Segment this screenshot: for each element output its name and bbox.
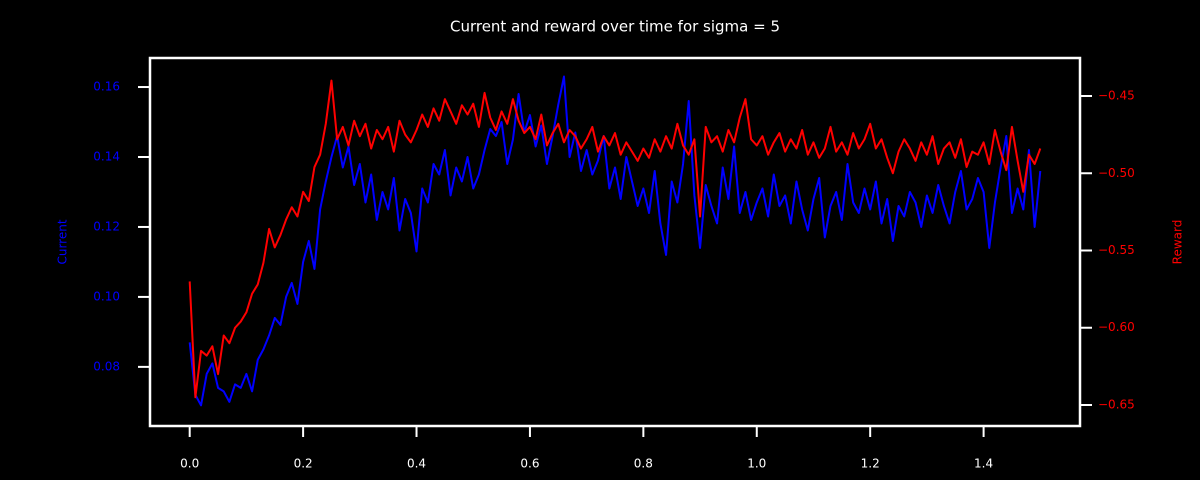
x-tick-label: 1.4 [974, 457, 993, 471]
chart-title: Current and reward over time for sigma =… [450, 18, 780, 36]
x-tick-label: 0.2 [294, 457, 313, 471]
y2-axis-label: Reward [1171, 220, 1185, 265]
x-tick-label: 0.8 [634, 457, 653, 471]
x-tick-label: 0.4 [407, 457, 426, 471]
x-tick-label: 1.0 [747, 457, 766, 471]
series-line [188, 79, 1042, 399]
y2-tick-label: −0.50 [1098, 166, 1135, 180]
x-tick-label: 1.2 [861, 457, 880, 471]
plot-area [188, 75, 1042, 407]
y-axis-label: Current [56, 219, 70, 264]
y2-tick-label: −0.55 [1098, 243, 1135, 257]
y2-tick-label: −0.45 [1098, 89, 1135, 103]
y-tick-label: 0.10 [93, 289, 120, 303]
y-tick-label: 0.14 [93, 149, 120, 163]
y-tick-label: 0.12 [93, 219, 120, 233]
plot-frame [148, 56, 1082, 428]
y2-tick-label: −0.60 [1098, 320, 1135, 334]
y2-tick-label: −0.65 [1098, 397, 1135, 411]
series-line [188, 75, 1042, 407]
y-tick-label: 0.08 [93, 359, 120, 373]
y-tick-label: 0.16 [93, 80, 120, 94]
x-tick-label: 0.0 [180, 457, 199, 471]
x-tick-label: 0.6 [520, 457, 539, 471]
